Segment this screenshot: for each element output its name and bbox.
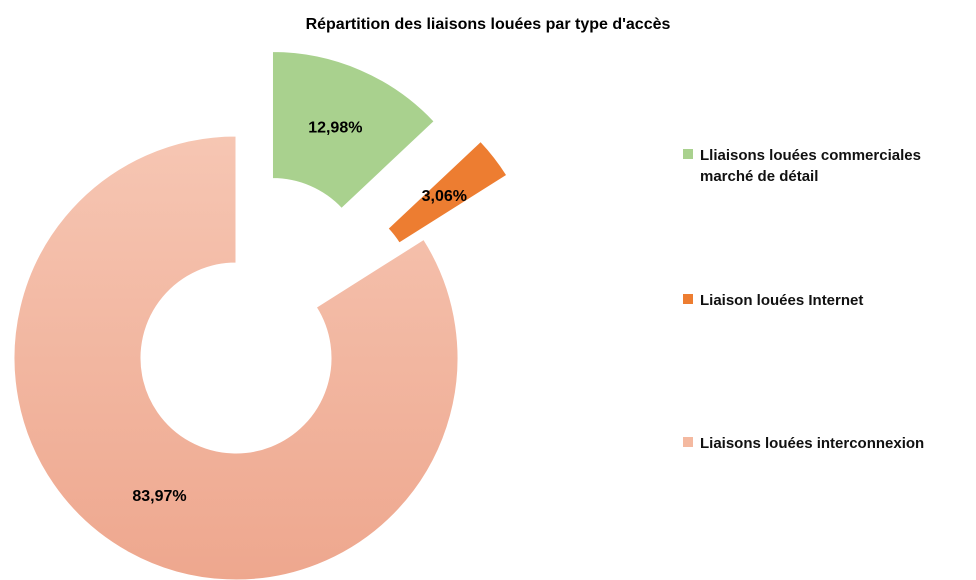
legend-label: Lliaisons louées commerciales marché de …	[700, 147, 921, 185]
legend-swatch	[683, 437, 693, 447]
legend-item: Liaison louées Internet	[683, 290, 962, 311]
legend-item: Liaisons louées interconnexion	[683, 433, 962, 454]
legend-swatch	[683, 294, 693, 304]
chart-title: Répartition des liaisons louées par type…	[306, 16, 671, 33]
legend-swatch	[683, 149, 693, 159]
donut-slice	[271, 51, 435, 210]
legend-item: Lliaisons louées commerciales marché de …	[683, 145, 962, 187]
donut-slice	[387, 140, 508, 244]
data-label: 3,06%	[422, 188, 467, 205]
legend-label: Liaison louées Internet	[700, 292, 864, 309]
data-label: 12,98%	[308, 119, 362, 136]
donut-slice	[13, 135, 459, 580]
legend-label: Liaisons louées interconnexion	[700, 435, 925, 452]
data-label: 83,97%	[132, 488, 186, 505]
